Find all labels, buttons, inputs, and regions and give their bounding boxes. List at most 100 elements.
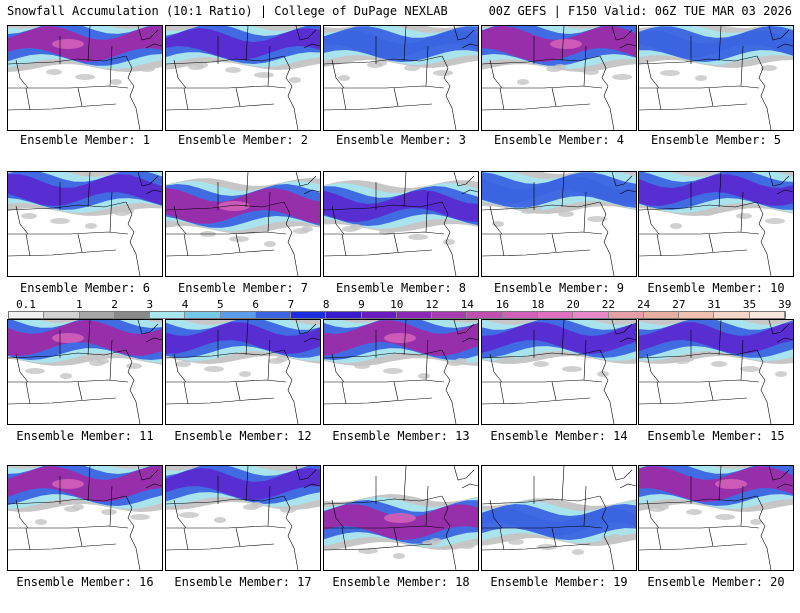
colorbar-swatch: [326, 312, 362, 318]
member-caption: Ensemble Member: 12: [174, 429, 312, 443]
state-borders: [324, 320, 478, 424]
colorbar-swatch: [44, 312, 80, 318]
map-frame: [7, 25, 163, 131]
map-frame: [323, 465, 479, 571]
state-borders: [166, 466, 320, 570]
snow-trace-patch: [686, 509, 702, 515]
snowfall-map: [324, 172, 478, 276]
colorbar-swatch: [749, 312, 785, 318]
ensemble-member-panel: Ensemble Member: 4: [481, 25, 637, 173]
snowfall-map: [8, 26, 162, 130]
colorbar-swatch: [432, 312, 468, 318]
snow-trace-patch: [740, 366, 760, 372]
member-caption: Ensemble Member: 5: [650, 133, 782, 147]
ensemble-member-panel: Ensemble Member: 14: [481, 319, 637, 467]
snow-trace-patch: [188, 64, 204, 70]
snow-trace-patch: [21, 213, 37, 219]
state-borders: [166, 320, 320, 424]
snow-trace-patch: [254, 72, 274, 78]
colorbar-tick-label: 20: [566, 298, 580, 311]
snow-trace-patch: [761, 65, 777, 71]
snow-max-area: [384, 513, 416, 523]
state-borders: [482, 320, 636, 424]
snow-trace-patch: [724, 62, 740, 68]
snow-heavy-area: [639, 322, 793, 354]
map-frame: [7, 465, 163, 571]
ensemble-member-panel: Ensemble Member: 17: [165, 465, 321, 613]
snow-heavy-area: [639, 174, 793, 206]
snow-trace-patch: [268, 358, 284, 364]
state-borders: [639, 466, 793, 570]
snow-trace-patch: [229, 236, 249, 242]
map-frame: [638, 171, 794, 277]
ensemble-member-panel: Ensemble Member: 5: [638, 25, 794, 173]
colorbar-swatch: [150, 312, 186, 318]
snow-trace-patch: [711, 361, 727, 367]
snow-trace-patch: [225, 67, 241, 73]
map-frame: [638, 319, 794, 425]
snow-trace-patch: [293, 228, 309, 234]
colorbar-tick-label: 22: [601, 298, 615, 311]
snowfall-map: [166, 26, 320, 130]
map-frame: [323, 319, 479, 425]
colorbar-tick-label: 31: [707, 298, 721, 311]
snow-trace-patch: [674, 358, 690, 364]
colorbar-tick-label: 14: [460, 298, 474, 311]
snow-trace-patch: [338, 75, 350, 81]
snow-trace-patch: [280, 507, 296, 513]
snow-trace-patch: [139, 66, 155, 72]
colorbar-swatch: [220, 312, 256, 318]
colorbar-tick-label: 5: [217, 298, 224, 311]
snow-trace-patch: [447, 360, 463, 366]
colorbar-tick-label: 9: [358, 298, 365, 311]
ensemble-member-panel: Ensemble Member: 1: [7, 25, 163, 173]
snow-trace-patch: [546, 66, 562, 72]
snow-trace-patch: [508, 539, 524, 545]
snow-trace-patch: [496, 358, 512, 364]
colorbar-tick-label: 24: [637, 298, 651, 311]
snow-max-area: [384, 333, 416, 343]
ensemble-member-panel: Ensemble Member: 16: [7, 465, 163, 613]
member-caption: Ensemble Member: 15: [647, 429, 785, 443]
snow-trace-patch: [264, 241, 276, 247]
ensemble-member-panel: Ensemble Member: 2: [165, 25, 321, 173]
member-caption: Ensemble Member: 16: [16, 575, 154, 589]
snow-trace-patch: [521, 208, 537, 214]
colorbar-swatch: [502, 312, 538, 318]
ensemble-member-panel: Ensemble Member: 9: [481, 171, 637, 319]
map-frame: [7, 319, 163, 425]
snow-trace-patch: [750, 519, 762, 525]
snow-trace-patch: [404, 65, 420, 71]
ensemble-member-panel: Ensemble Member: 12: [165, 319, 321, 467]
snow-trace-patch: [597, 371, 609, 377]
snow-trace-patch: [64, 506, 80, 512]
snow-trace-patch: [126, 363, 142, 369]
snow-trace-patch: [558, 211, 574, 217]
snow-trace-patch: [533, 361, 549, 367]
state-borders: [639, 172, 793, 276]
snow-trace-patch: [75, 74, 95, 80]
snowfall-map: [639, 466, 793, 570]
colorbar-swatch: [361, 312, 397, 318]
snow-trace-patch: [775, 371, 787, 377]
snow-heavy-area: [482, 508, 636, 536]
snowfall-map: [324, 466, 478, 570]
snow-trace-patch: [46, 69, 62, 75]
snow-max-area: [52, 39, 84, 49]
snow-trace-patch: [422, 540, 438, 546]
colorbar-tick-label: 0.1: [16, 298, 36, 311]
snow-heavy-area: [166, 468, 320, 500]
snowfall-map: [166, 320, 320, 424]
member-caption: Ensemble Member: 11: [16, 429, 154, 443]
state-borders: [482, 466, 636, 570]
state-borders: [482, 172, 636, 276]
state-borders: [639, 320, 793, 424]
snow-trace-patch: [239, 371, 251, 377]
colorbar-tick-label: 1: [75, 298, 83, 311]
snow-heavy-area: [8, 26, 162, 62]
snow-trace-patch: [601, 536, 617, 542]
snowfall-map: [639, 320, 793, 424]
colorbar-swatch: [537, 312, 574, 318]
snow-trace-patch: [572, 549, 584, 555]
map-frame: [481, 319, 637, 425]
